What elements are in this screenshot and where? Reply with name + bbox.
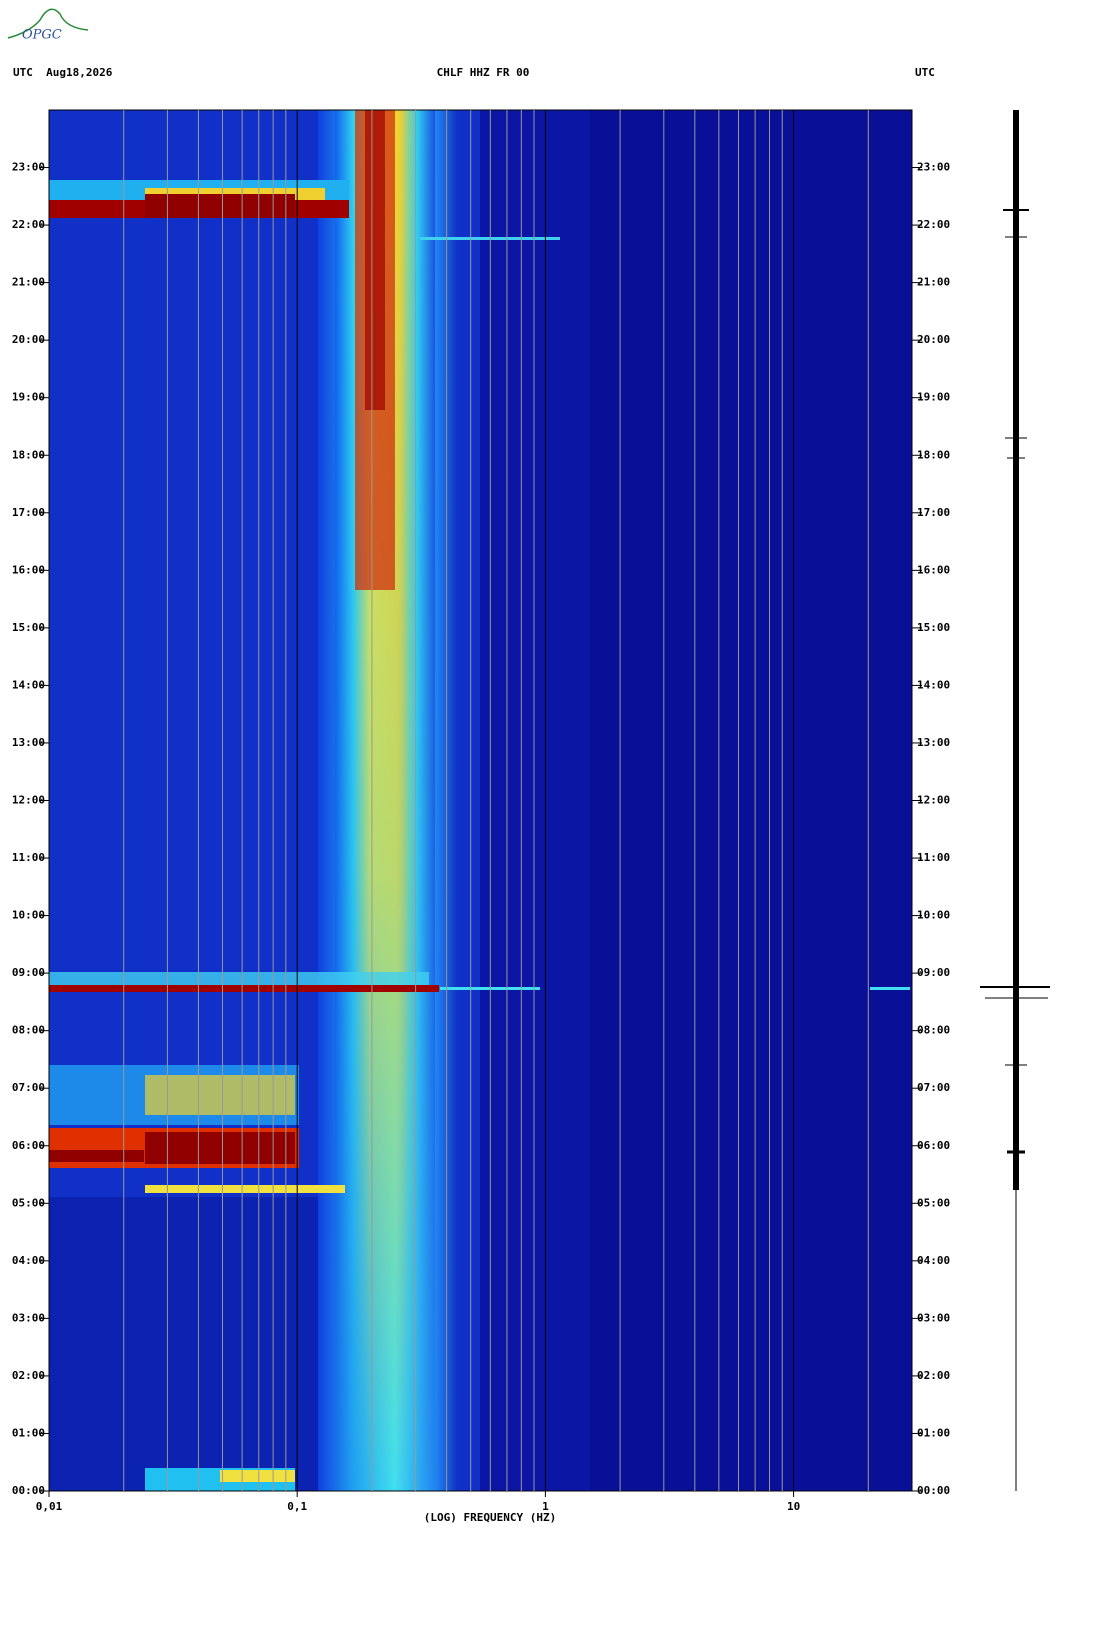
y-tick-label: 20:00 <box>917 333 950 346</box>
y-tick-label: 02:00 <box>12 1369 45 1382</box>
x-axis-label: (LOG) FREQUENCY (HZ) <box>424 1511 556 1524</box>
y-tick-label: 01:00 <box>12 1426 45 1439</box>
y-tick-label: 09:00 <box>12 966 45 979</box>
y-tick-label: 16:00 <box>917 563 950 576</box>
y-tick-label: 06:00 <box>917 1139 950 1152</box>
y-tick-label: 11:00 <box>917 851 950 864</box>
y-tick-label: 19:00 <box>12 391 45 404</box>
y-tick-label: 23:00 <box>917 161 950 174</box>
y-tick-label: 07:00 <box>917 1081 950 1094</box>
y-tick-label: 17:00 <box>12 506 45 519</box>
y-tick-label: 04:00 <box>917 1254 950 1267</box>
y-tick-label: 00:00 <box>12 1484 45 1497</box>
y-tick-label: 13:00 <box>12 736 45 749</box>
title-right: UTC <box>915 66 935 79</box>
x-tick-label: 1 <box>542 1500 549 1513</box>
y-tick-label: 15:00 <box>917 621 950 634</box>
y-tick-label: 12:00 <box>12 794 45 807</box>
y-tick-label: 05:00 <box>917 1196 950 1209</box>
y-tick-label: 15:00 <box>12 621 45 634</box>
x-tick-label: 0,01 <box>36 1500 63 1513</box>
y-tick-label: 13:00 <box>917 736 950 749</box>
y-tick-label: 18:00 <box>917 448 950 461</box>
y-tick-label: 21:00 <box>12 276 45 289</box>
spectrogram <box>49 110 912 1491</box>
chart-title: CHLF HHZ FR 00 <box>437 66 530 79</box>
y-tick-label: 04:00 <box>12 1254 45 1267</box>
y-tick-label: 01:00 <box>917 1426 950 1439</box>
logo-swoosh <box>7 8 89 39</box>
y-tick-label: 17:00 <box>917 506 950 519</box>
y-tick-label: 07:00 <box>12 1081 45 1094</box>
y-tick-label: 22:00 <box>12 218 45 231</box>
y-tick-label: 14:00 <box>917 678 950 691</box>
y-tick-label: 12:00 <box>917 794 950 807</box>
y-tick-label: 20:00 <box>12 333 45 346</box>
seismogram <box>980 110 1050 1491</box>
y-tick-label: 03:00 <box>12 1311 45 1324</box>
y-tick-label: 14:00 <box>12 678 45 691</box>
x-tick-label: 10 <box>787 1500 800 1513</box>
y-tick-label: 08:00 <box>12 1024 45 1037</box>
y-tick-label: 03:00 <box>917 1311 950 1324</box>
y-tick-label: 00:00 <box>917 1484 950 1497</box>
y-tick-label: 23:00 <box>12 161 45 174</box>
y-tick-label: 22:00 <box>917 218 950 231</box>
y-tick-label: 09:00 <box>917 966 950 979</box>
y-tick-label: 21:00 <box>917 276 950 289</box>
y-tick-label: 11:00 <box>12 851 45 864</box>
logo: OPGC <box>22 28 62 43</box>
title-left: UTC Aug18,2026 <box>13 66 113 79</box>
y-tick-label: 02:00 <box>917 1369 950 1382</box>
y-tick-label: 05:00 <box>12 1196 45 1209</box>
y-tick-label: 19:00 <box>917 391 950 404</box>
y-tick-label: 16:00 <box>12 563 45 576</box>
y-tick-label: 18:00 <box>12 448 45 461</box>
y-tick-label: 06:00 <box>12 1139 45 1152</box>
y-tick-label: 10:00 <box>12 909 45 922</box>
y-tick-label: 08:00 <box>917 1024 950 1037</box>
y-tick-label: 10:00 <box>917 909 950 922</box>
x-tick-label: 0,1 <box>287 1500 307 1513</box>
